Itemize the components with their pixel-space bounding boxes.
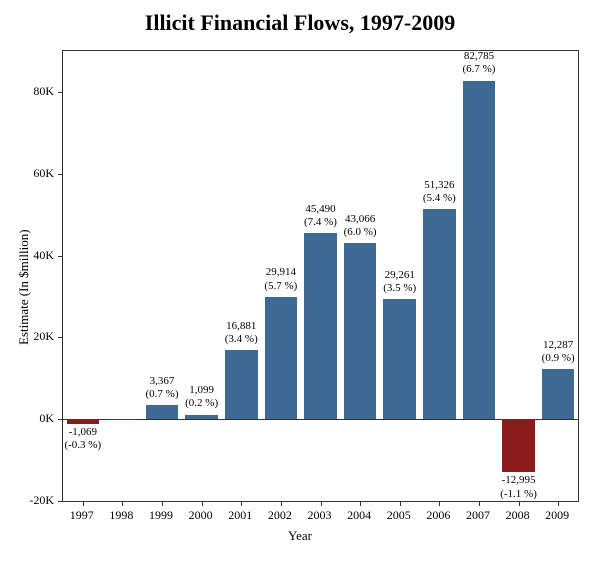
bar-value: 51,326 — [417, 179, 463, 192]
x-tick — [122, 501, 123, 506]
x-tick — [479, 501, 480, 506]
bar — [185, 415, 217, 419]
y-tick-label: 20K — [14, 329, 54, 344]
bar-pct: (-1.1 %) — [496, 488, 542, 501]
bar-label: 51,326(5.4 %) — [417, 179, 463, 205]
x-tick — [321, 501, 322, 506]
bar — [502, 419, 534, 472]
x-axis-label: Year — [0, 528, 600, 544]
x-tick-label: 1998 — [102, 508, 142, 523]
bar-label: 29,261(3.5 %) — [377, 269, 423, 295]
x-tick — [241, 501, 242, 506]
x-tick-label: 2002 — [260, 508, 300, 523]
y-tick — [58, 256, 63, 257]
bar-label: 1,099(0.2 %) — [179, 384, 225, 410]
bar-value: 16,881 — [218, 320, 264, 333]
x-tick-label: 1997 — [62, 508, 102, 523]
y-tick-label: 0K — [14, 411, 54, 426]
bar-value: 29,914 — [258, 266, 304, 279]
bar-label: 43,066(6.0 %) — [337, 213, 383, 239]
y-tick — [58, 501, 63, 502]
x-tick-label: 2008 — [498, 508, 538, 523]
y-tick-label: 60K — [14, 166, 54, 181]
bar — [304, 233, 336, 419]
x-tick-label: 2009 — [537, 508, 577, 523]
x-tick — [281, 501, 282, 506]
bar-label: -1,069(-0.3 %) — [60, 426, 106, 452]
plot-area: -1,069(-0.3 %)3,367(0.7 %)1,099(0.2 %)16… — [62, 50, 579, 502]
bar — [463, 81, 495, 420]
bar-value: 43,066 — [337, 213, 383, 226]
x-tick — [400, 501, 401, 506]
y-tick — [58, 337, 63, 338]
bar-value: -12,995 — [496, 474, 542, 487]
bar-value: 12,287 — [535, 339, 581, 352]
bar — [106, 419, 138, 420]
bar-pct: (0.2 %) — [179, 397, 225, 410]
bar-pct: (5.4 %) — [417, 192, 463, 205]
bar-pct: (5.7 %) — [258, 280, 304, 293]
x-tick — [162, 501, 163, 506]
bar-value: 82,785 — [456, 50, 502, 63]
chart-container: Illicit Financial Flows, 1997-2009 Estim… — [0, 0, 600, 566]
x-tick — [558, 501, 559, 506]
bar-pct: (6.7 %) — [456, 63, 502, 76]
x-tick-label: 2000 — [181, 508, 221, 523]
x-tick-label: 2005 — [379, 508, 419, 523]
x-tick-label: 2003 — [300, 508, 340, 523]
bar-label: 16,881(3.4 %) — [218, 320, 264, 346]
x-tick — [202, 501, 203, 506]
bar — [67, 419, 99, 423]
x-tick-label: 2006 — [419, 508, 459, 523]
x-tick — [439, 501, 440, 506]
bar-label: 29,914(5.7 %) — [258, 266, 304, 292]
x-tick — [83, 501, 84, 506]
bar — [344, 243, 376, 419]
y-tick — [58, 92, 63, 93]
bar — [146, 405, 178, 419]
bar-pct: (6.0 %) — [337, 226, 383, 239]
bar — [225, 350, 257, 419]
bar — [383, 299, 415, 419]
bar-label: -12,995(-1.1 %) — [496, 474, 542, 500]
bar — [542, 369, 574, 419]
bar-value: 29,261 — [377, 269, 423, 282]
y-tick-label: 80K — [14, 84, 54, 99]
bar-label: 12,287(0.9 %) — [535, 339, 581, 365]
x-tick-label: 2004 — [339, 508, 379, 523]
bar-pct: (3.5 %) — [377, 282, 423, 295]
zero-line — [63, 419, 578, 420]
y-tick-label: -20K — [14, 493, 54, 508]
bar-pct: (0.9 %) — [535, 352, 581, 365]
bar-pct: (3.4 %) — [218, 333, 264, 346]
x-tick — [360, 501, 361, 506]
x-tick-label: 1999 — [141, 508, 181, 523]
bar-label: 82,785(6.7 %) — [456, 50, 502, 76]
bar — [265, 297, 297, 419]
y-tick-label: 40K — [14, 248, 54, 263]
x-tick-label: 2007 — [458, 508, 498, 523]
bar — [423, 209, 455, 419]
x-tick-label: 2001 — [220, 508, 260, 523]
y-tick — [58, 419, 63, 420]
chart-title: Illicit Financial Flows, 1997-2009 — [0, 10, 600, 36]
bar-value: 1,099 — [179, 384, 225, 397]
bar-pct: (-0.3 %) — [60, 439, 106, 452]
bar-value: -1,069 — [60, 426, 106, 439]
x-tick — [519, 501, 520, 506]
y-tick — [58, 174, 63, 175]
